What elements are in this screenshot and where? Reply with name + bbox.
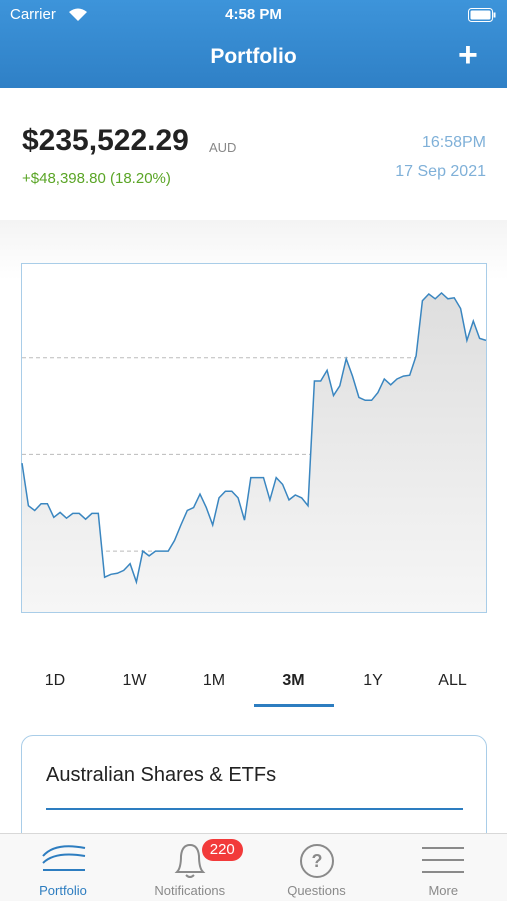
line-series bbox=[21, 291, 487, 585]
tab-item[interactable]: Portfolio bbox=[0, 834, 126, 901]
portfolio-value: $235,522.29 bbox=[22, 124, 189, 157]
svg-text:?: ? bbox=[312, 851, 323, 871]
date: 17 Sep 2021 bbox=[395, 163, 486, 180]
range-option[interactable]: 1D bbox=[44, 672, 66, 689]
currency: AUD bbox=[209, 140, 237, 155]
range-option[interactable]: 1W bbox=[122, 672, 147, 689]
range-indicator bbox=[254, 704, 334, 707]
tab-item[interactable]: Notifications 220 bbox=[127, 834, 253, 901]
line-area bbox=[22, 293, 486, 612]
tab-bar: ? Portfolio Notifications 220 Questions More bbox=[0, 833, 507, 900]
page-title: Portfolio bbox=[210, 45, 297, 68]
change: +$48,398.80 (18.20%) bbox=[22, 170, 171, 187]
tab-label: Portfolio bbox=[39, 883, 87, 898]
badge: 220 bbox=[201, 839, 243, 861]
card-divider bbox=[46, 808, 463, 810]
tab-label: Notifications bbox=[154, 883, 226, 898]
range-option[interactable]: 1M bbox=[202, 672, 226, 689]
tab-item[interactable]: More bbox=[380, 834, 506, 901]
tab-label: More bbox=[428, 883, 459, 898]
chart bbox=[21, 263, 487, 613]
range-option[interactable]: 3M bbox=[282, 672, 305, 689]
range-option[interactable]: ALL bbox=[438, 672, 467, 689]
carrier: Carrier bbox=[10, 6, 56, 23]
header: Carrier 4:58 PM Portfolio + bbox=[0, 0, 507, 88]
add-button[interactable]: + bbox=[458, 36, 478, 74]
tab-item[interactable]: Questions bbox=[254, 834, 380, 901]
battery-icon bbox=[468, 8, 496, 22]
summary: $235,522.29 AUD +$48,398.80 (18.20%) 16:… bbox=[0, 88, 507, 220]
card-title: Australian Shares & ETFs bbox=[46, 764, 277, 786]
time: 16:58PM bbox=[421, 134, 486, 151]
range-option[interactable]: 1Y bbox=[363, 672, 383, 689]
clock: 4:58 PM bbox=[225, 6, 282, 23]
wifi-icon bbox=[69, 8, 87, 21]
tab-label: Questions bbox=[287, 883, 346, 898]
tab-icons: ? bbox=[42, 843, 464, 878]
